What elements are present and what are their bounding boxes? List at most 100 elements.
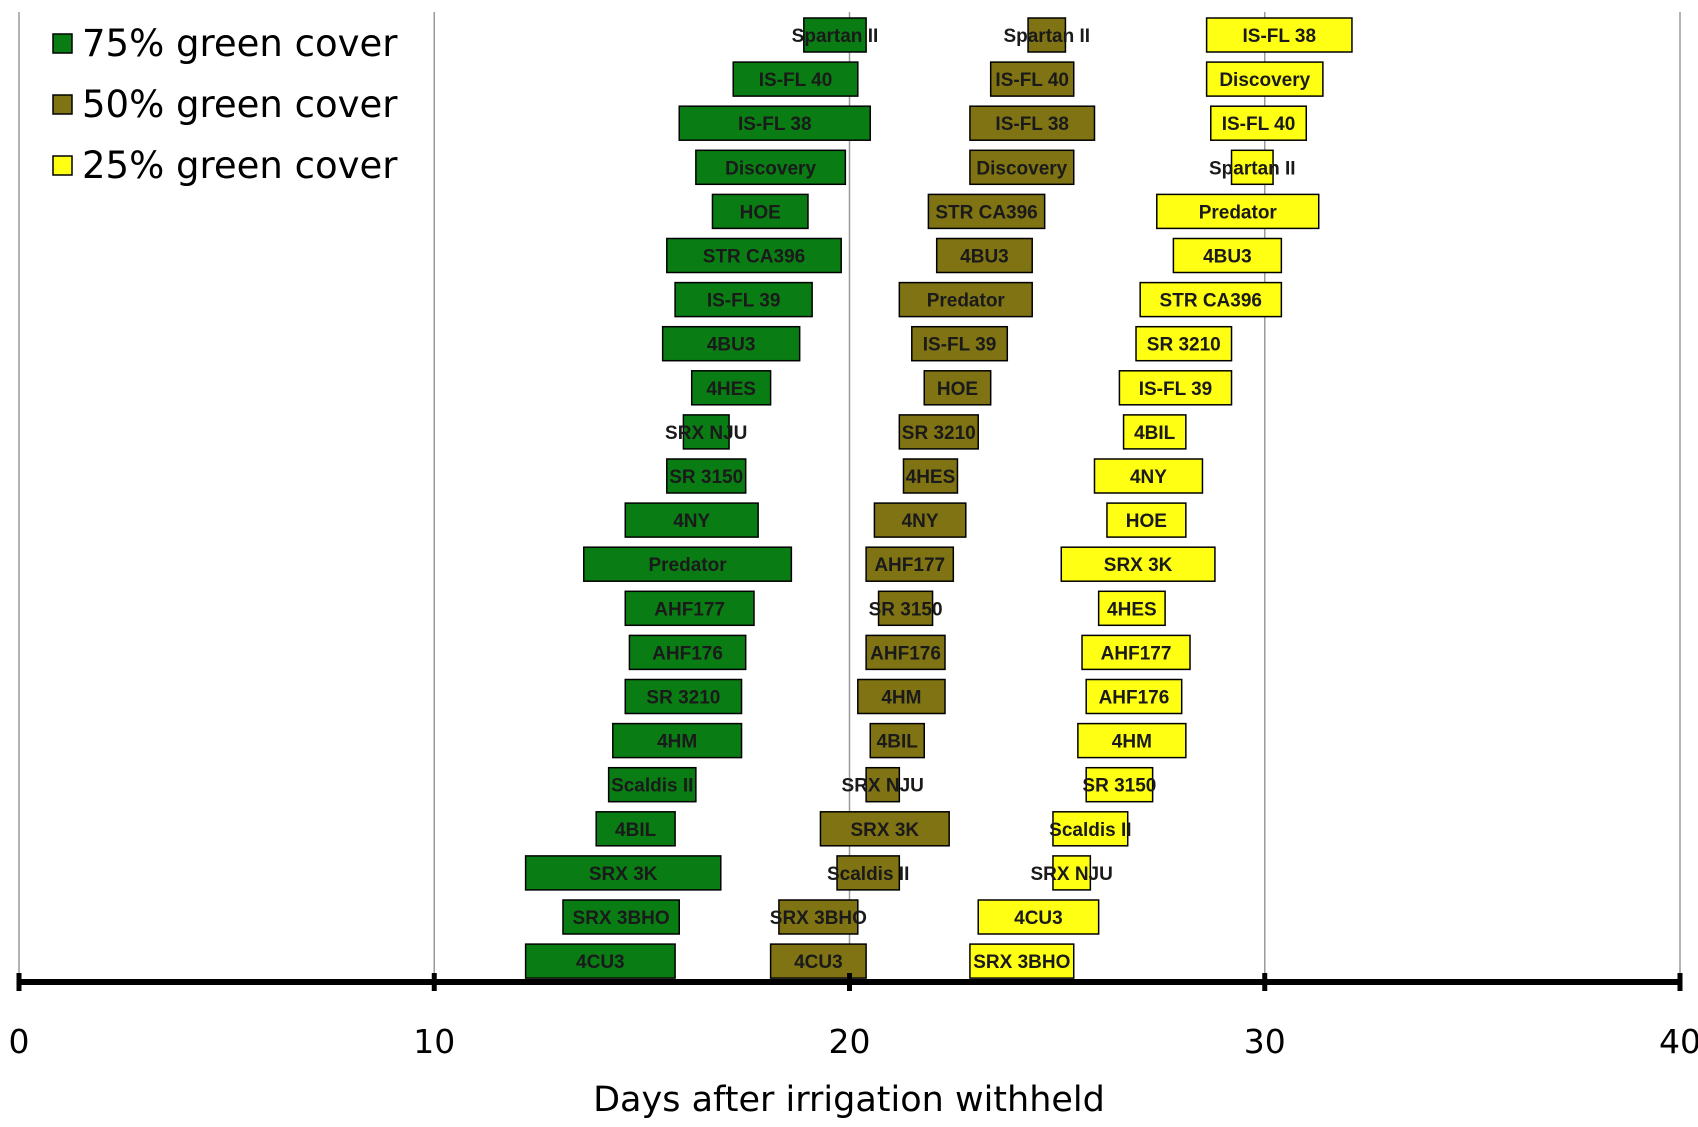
bar-3-10: [1122, 414, 1187, 450]
bar-label-3-18: SR 3150: [1082, 776, 1156, 797]
bar-label-2-19: SRX 3K: [850, 820, 919, 841]
bar-label-3-22: SRX 3BHO: [973, 952, 1070, 973]
bar-3-3: [1210, 105, 1308, 141]
bar-label-2-15: AHF176: [870, 643, 941, 664]
bar-1-12: [624, 502, 759, 538]
bar-label-3-6: 4BU3: [1203, 247, 1252, 268]
bar-label-2-6: 4BU3: [960, 247, 1009, 268]
bar-label-2-14: SR 3150: [869, 599, 943, 620]
series-3: IS-FL 38 Discovery IS-FL 40 Spartan II Preda…: [969, 17, 1353, 979]
bar-label-2-22: 4CU3: [794, 952, 843, 973]
bar-label-1-3: IS-FL 38: [738, 114, 812, 135]
bar-1-3: [678, 105, 872, 141]
bar-label-1-13: Predator: [648, 555, 727, 576]
bar-1-11: [666, 458, 747, 494]
bar-label-1-2: IS-FL 40: [759, 70, 833, 91]
bar-label-3-17: 4HM: [1112, 732, 1152, 753]
bar-label-1-17: 4HM: [657, 732, 697, 753]
legend-label-2: 50% green cover: [82, 83, 398, 126]
bar-2-17: [869, 722, 925, 759]
bar-3-5: [1156, 193, 1320, 230]
x-tick-label-20: 20: [829, 1022, 871, 1061]
bar-1-5: [711, 193, 809, 230]
bar-label-2-7: Predator: [927, 291, 1006, 312]
bar-label-1-6: STR CA396: [703, 247, 805, 268]
legend-label-1: 75% green cover: [82, 22, 398, 65]
bar-label-1-16: SR 3210: [646, 688, 720, 709]
bar-2-8: [911, 325, 1009, 362]
bar-2-13: [865, 546, 955, 582]
x-tick-label-0: 0: [9, 1022, 30, 1061]
bar-3-11: [1093, 458, 1204, 494]
bar-label-3-4: Spartan II: [1209, 158, 1296, 179]
x-tick-label-40: 40: [1659, 1022, 1698, 1061]
bar-label-2-17: 4BIL: [877, 732, 919, 753]
bar-2-16: [857, 678, 946, 715]
bars: Spartan II IS-FL 40 IS-FL 38 Discovery HOE ST…: [524, 17, 1353, 979]
bar-3-22: [969, 943, 1075, 979]
bar-label-1-12: 4NY: [673, 511, 710, 532]
bar-3-4: [1230, 149, 1274, 186]
bar-1-8: [661, 325, 801, 362]
x-axis: [16, 973, 1683, 991]
bar-2-6: [935, 237, 1033, 274]
bar-3-7: [1139, 281, 1283, 318]
bar-label-2-20: Scaldis II: [827, 864, 909, 885]
bar-label-1-21: SRX 3BHO: [573, 908, 670, 929]
bar-3-20: [1052, 855, 1092, 891]
bar-label-3-20: SRX NJU: [1030, 864, 1112, 885]
bar-label-3-5: Predator: [1199, 202, 1278, 223]
bar-3-17: [1077, 722, 1187, 759]
bar-1-6: [666, 237, 842, 274]
bar-1-21: [562, 899, 680, 935]
bar-1-14: [624, 590, 755, 627]
bar-label-2-16: 4HM: [881, 688, 921, 709]
bar-1-22: [524, 943, 676, 979]
x-tick-label-10: 10: [413, 1022, 455, 1061]
bar-label-3-1: IS-FL 38: [1243, 26, 1317, 47]
bar-label-1-20: SRX 3K: [589, 864, 658, 885]
bar-1-19: [595, 811, 676, 847]
bar-1-20: [524, 855, 722, 891]
bar-label-2-10: SR 3210: [902, 423, 976, 444]
bar-label-2-11: 4HES: [906, 467, 956, 488]
bar-2-14: [877, 590, 934, 627]
bar-3-8: [1135, 325, 1233, 362]
bar-3-21: [977, 899, 1100, 935]
bar-3-18: [1085, 766, 1154, 803]
bar-2-12: [873, 502, 967, 538]
bar-label-1-18: Scaldis II: [611, 776, 693, 797]
bar-label-2-8: IS-FL 39: [923, 335, 997, 356]
bar-label-2-4: Discovery: [976, 158, 1067, 179]
bar-1-10: [682, 414, 730, 450]
legend-swatch-1: [52, 33, 73, 54]
x-tick-label-30: 30: [1244, 1022, 1286, 1061]
bar-3-9: [1118, 370, 1233, 406]
x-tick-labels: 0 10 20 30 40: [9, 1022, 1698, 1061]
bar-label-1-19: 4BIL: [615, 820, 657, 841]
x-axis-title: Days after irrigation withheld: [593, 1080, 1105, 1120]
bar-1-2: [732, 61, 859, 97]
bar-1-17: [612, 722, 743, 759]
bar-label-2-9: HOE: [937, 379, 978, 400]
bar-label-2-12: 4NY: [902, 511, 939, 532]
bar-2-4: [969, 149, 1075, 186]
bar-2-18: [865, 766, 901, 803]
bar-1-9: [690, 370, 772, 406]
bar-label-3-8: SR 3210: [1147, 335, 1221, 356]
bar-label-3-13: SRX 3K: [1104, 555, 1173, 576]
bar-3-15: [1081, 634, 1191, 671]
legend-swatch-3: [52, 155, 73, 176]
series-2: Spartan II IS-FL 40 IS-FL 38 Discovery STR C…: [770, 17, 1096, 979]
bar-1-1: [803, 17, 867, 53]
bar-2-3: [969, 105, 1096, 141]
bar-2-20: [836, 855, 901, 891]
bar-label-1-4: Discovery: [725, 158, 816, 179]
legend-swatch-2: [52, 94, 73, 115]
bar-label-2-1: Spartan II: [1003, 26, 1090, 47]
bar-label-2-21: SRX 3BHO: [770, 908, 867, 929]
bar-label-1-9: 4HES: [706, 379, 756, 400]
bar-label-3-12: HOE: [1126, 511, 1167, 532]
bar-label-2-2: IS-FL 40: [995, 70, 1069, 91]
bar-label-1-1: Spartan II: [792, 26, 879, 47]
